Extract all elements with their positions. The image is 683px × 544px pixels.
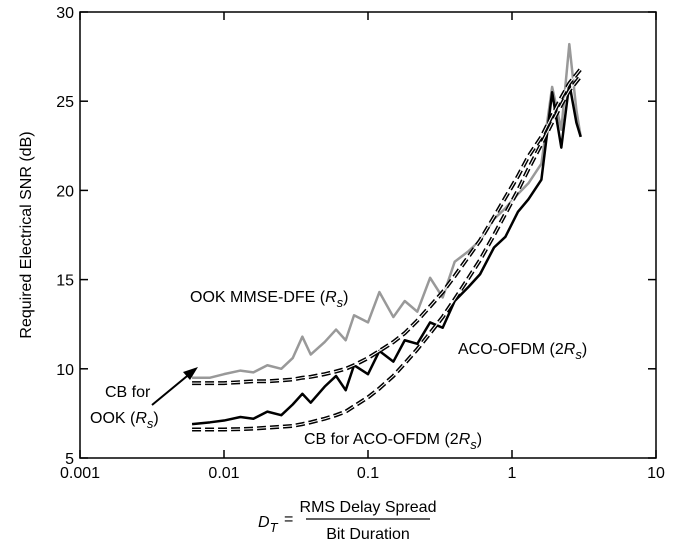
label-part: OOK ( (90, 410, 136, 427)
label-part: ) (477, 431, 482, 448)
x-tick-label: 0.001 (60, 465, 100, 482)
series-label: CB for ACO-OFDM (2Rs) (304, 431, 482, 452)
x-tick-label: 10 (647, 465, 665, 482)
y-axis-label: Required Electrical SNR (dB) (18, 131, 35, 338)
y-tick-label: 10 (56, 362, 74, 379)
label-part: s (575, 347, 582, 362)
label-part: ) (582, 341, 587, 358)
label-part: R (325, 289, 337, 306)
symbol-sub: T (270, 520, 279, 535)
label-part: s (337, 295, 344, 310)
y-tick-label: 15 (56, 273, 74, 290)
annotation-arrow (151, 371, 193, 406)
label-part: R (459, 431, 471, 448)
plot-frame (79, 11, 657, 459)
x-axis-label-denominator: Bit Duration (326, 526, 410, 543)
label-part: R (564, 341, 576, 358)
bound-line (192, 74, 583, 432)
series-line (191, 82, 582, 426)
label-part: R (135, 410, 147, 427)
y-tick-label: 20 (56, 183, 74, 200)
x-axis-label-equals: = (284, 511, 293, 528)
y-tick-label: 5 (65, 451, 74, 468)
label-part: s (147, 416, 154, 431)
label-part: ) (153, 410, 158, 427)
x-axis-label-numerator: RMS Delay Spread (300, 499, 437, 516)
plot-area (191, 42, 583, 432)
y-tick-label: 30 (56, 5, 74, 22)
label-part: CB for (105, 384, 151, 401)
series-label: ACO-OFDM (2Rs) (458, 341, 587, 362)
y-tick-label: 25 (56, 94, 74, 111)
series-line (192, 42, 582, 379)
label-part: s (470, 437, 477, 452)
bound-line-core (192, 75, 582, 430)
bound-line-core (192, 68, 582, 384)
series-label: OOK (Rs) (90, 410, 159, 431)
label-part: OOK MMSE-DFE ( (190, 289, 326, 306)
x-tick-label: 0.01 (208, 465, 239, 482)
series-label: OOK MMSE-DFE (Rs) (190, 289, 349, 310)
label-part: ) (343, 289, 348, 306)
arrow-head (183, 367, 198, 380)
label-part: CB for ACO-OFDM (2 (304, 431, 459, 448)
x-tick-label: 0.1 (357, 465, 379, 482)
label-part: ACO-OFDM (2 (458, 341, 564, 358)
symbol: D (258, 514, 270, 531)
x-axis-label-symbol: DT (258, 514, 279, 535)
series-label: CB for (105, 384, 151, 401)
bound-line (192, 67, 583, 386)
x-tick-label: 1 (508, 465, 517, 482)
